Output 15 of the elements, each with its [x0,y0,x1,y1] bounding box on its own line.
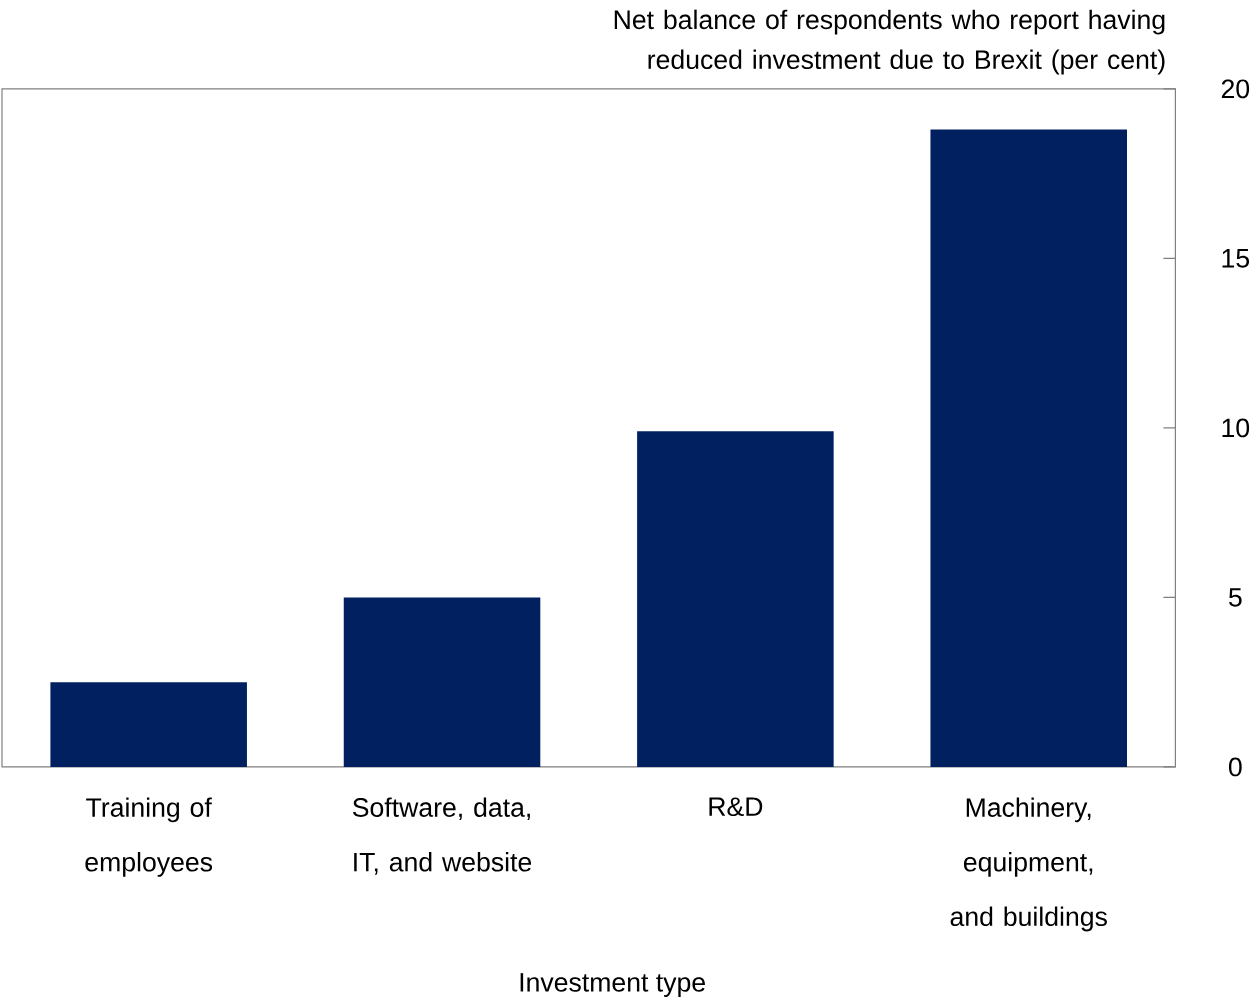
x-tick-label: R&D [709,797,763,817]
y-axis-title: Net balance of respondents who report having reduced investment due to Brexit (per cent) [614,9,1165,75]
y-tick-label: 20 [1221,79,1250,99]
bar [343,597,541,768]
y-tick-label: 0 [1228,757,1242,777]
y-tick-label: 15 [1222,249,1250,268]
bar [930,129,1127,768]
x-tick-label: Machinery, equipment, and buildings [950,797,1107,932]
y-tick-label: 5 [1228,588,1242,607]
x-axis-title: Investment type [520,973,705,998]
bar [50,682,247,768]
bar [637,431,834,768]
y-tick-label: 10 [1222,418,1250,438]
x-tick-label: Training of employees [85,797,213,877]
x-tick-label: Software, data, IT, and website [352,797,532,875]
